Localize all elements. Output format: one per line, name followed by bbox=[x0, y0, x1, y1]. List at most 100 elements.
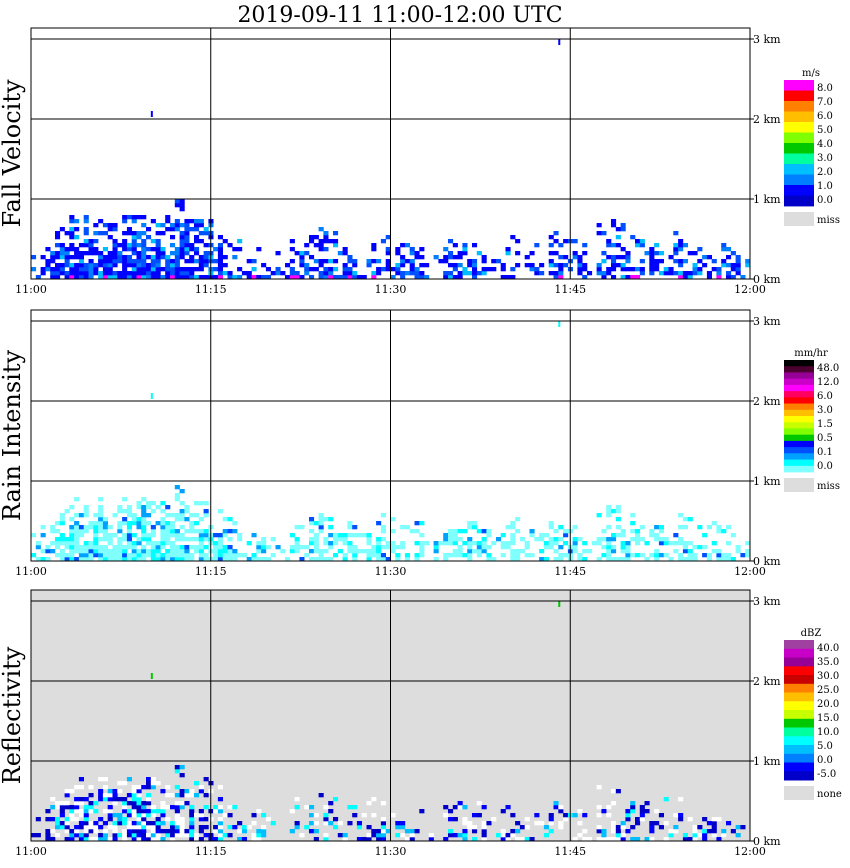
echo-cell bbox=[457, 553, 463, 558]
echo-cell bbox=[69, 275, 75, 280]
echo-cell bbox=[682, 271, 688, 276]
echo-cell bbox=[136, 797, 142, 802]
echo-cell bbox=[198, 553, 204, 558]
echo-cell bbox=[136, 805, 142, 810]
echo-cell bbox=[184, 553, 190, 558]
echo-cell bbox=[237, 553, 243, 558]
echo-cell bbox=[486, 821, 492, 826]
echo-cell bbox=[563, 541, 569, 546]
legend-level: 0.0 bbox=[817, 755, 833, 766]
echo-cell bbox=[376, 545, 382, 550]
echo-cell bbox=[687, 251, 693, 256]
echo-cell bbox=[165, 529, 171, 534]
echo-cell bbox=[174, 271, 180, 276]
echo-cell bbox=[371, 243, 377, 248]
echo-cell bbox=[213, 275, 219, 280]
echo-cell bbox=[126, 801, 132, 806]
echo-cell bbox=[203, 557, 209, 562]
echo-cell bbox=[414, 541, 420, 546]
echo-cell bbox=[160, 805, 166, 810]
echo-cell bbox=[160, 789, 166, 794]
echo-cell bbox=[572, 549, 578, 554]
echo-cell bbox=[93, 251, 99, 256]
echo-cell bbox=[227, 545, 233, 550]
echo-cell bbox=[548, 821, 554, 826]
echo-cell bbox=[673, 825, 679, 830]
echo-cell bbox=[256, 833, 262, 838]
legend-level: 48.0 bbox=[817, 363, 839, 374]
echo-cell bbox=[122, 243, 128, 248]
echo-cell bbox=[93, 553, 99, 558]
echo-cell bbox=[131, 271, 137, 276]
echo-cell bbox=[107, 251, 113, 256]
echo-cell bbox=[59, 267, 65, 272]
legend-level: -5.0 bbox=[817, 769, 836, 780]
echo-cell bbox=[606, 525, 612, 530]
echo-cell bbox=[93, 529, 99, 534]
echo-cell bbox=[126, 553, 132, 558]
echo-cell bbox=[313, 267, 319, 272]
echo-cell bbox=[246, 271, 252, 276]
legend-swatch bbox=[784, 657, 814, 667]
echo-cell bbox=[117, 251, 123, 256]
echo-cell bbox=[678, 553, 684, 558]
echo-cell bbox=[198, 517, 204, 522]
echo-cell bbox=[649, 829, 655, 834]
echo-cell bbox=[213, 549, 219, 554]
echo-cell bbox=[510, 537, 516, 542]
echo-cell bbox=[64, 271, 70, 276]
echo-cell bbox=[198, 219, 204, 224]
echo-cell bbox=[55, 255, 61, 260]
echo-cell bbox=[203, 833, 209, 838]
echo-cell bbox=[404, 829, 410, 834]
echo-cell bbox=[98, 509, 104, 514]
echo-cell bbox=[467, 821, 473, 826]
echo-cell bbox=[136, 825, 142, 830]
echo-cell bbox=[366, 837, 372, 842]
echo-cell bbox=[472, 263, 478, 268]
echo-cell bbox=[170, 549, 176, 554]
echo-cell bbox=[510, 813, 516, 818]
echo-cell bbox=[414, 275, 420, 280]
echo-cell bbox=[611, 825, 617, 830]
echo-cell bbox=[50, 541, 56, 546]
echo-cell bbox=[716, 529, 722, 534]
echo-cell bbox=[615, 243, 621, 248]
echo-cell bbox=[83, 231, 89, 236]
echo-cell bbox=[179, 267, 185, 272]
echo-cell bbox=[102, 259, 108, 264]
echo-cell bbox=[299, 259, 305, 264]
echo-cell bbox=[203, 793, 209, 798]
echo-cell bbox=[294, 525, 300, 530]
echo-cell bbox=[726, 247, 732, 252]
echo-cell bbox=[337, 537, 343, 542]
echo-cell bbox=[146, 541, 152, 546]
echo-cell bbox=[126, 829, 132, 834]
echo-cell bbox=[476, 813, 482, 818]
echo-cell bbox=[347, 805, 353, 810]
echo-cell bbox=[174, 813, 180, 818]
echo-cell bbox=[122, 805, 128, 810]
echo-cell bbox=[131, 789, 137, 794]
echo-cell bbox=[635, 541, 641, 546]
echo-cell bbox=[227, 833, 233, 838]
legend-swatch bbox=[784, 403, 814, 411]
echo-cell bbox=[74, 235, 80, 240]
echo-cell bbox=[227, 805, 233, 810]
echo-cell bbox=[117, 529, 123, 534]
echo-cell bbox=[524, 817, 530, 822]
echo-cell bbox=[69, 525, 75, 530]
echo-cell bbox=[174, 769, 180, 774]
echo-cell bbox=[366, 263, 372, 268]
echo-cell bbox=[174, 251, 180, 256]
echo-cell bbox=[385, 829, 391, 834]
echo-cell bbox=[721, 553, 727, 558]
echo-cell bbox=[366, 259, 372, 264]
echo-cell bbox=[596, 271, 602, 276]
echo-cell bbox=[376, 537, 382, 542]
echo-cell bbox=[203, 509, 209, 514]
echo-cell bbox=[198, 255, 204, 260]
echo-cell bbox=[706, 275, 712, 280]
echo-cell bbox=[615, 833, 621, 838]
echo-cell bbox=[601, 829, 607, 834]
